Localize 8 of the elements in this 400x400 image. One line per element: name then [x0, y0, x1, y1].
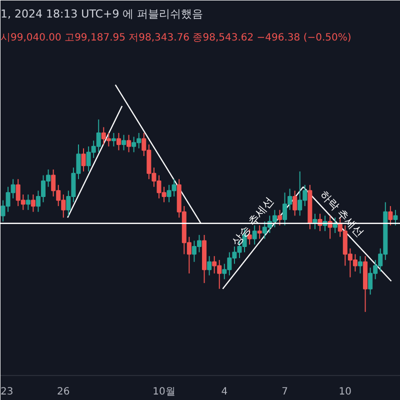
chart-subtitle: 시99,040.00 고99,187.95 저98,343.76 종98,543.62 −496.38 (−0.50%) — [0, 32, 352, 44]
x-tick-label: 4 — [221, 386, 228, 398]
x-tick-label: 7 — [282, 386, 288, 398]
x-tick-label: 10 — [338, 386, 352, 398]
x-tick-label: 23 — [0, 386, 14, 398]
x-tick-label: 26 — [57, 386, 70, 398]
chart-title: 1, 2024 18:13 UTC+9 에 퍼블리쉬했음 — [0, 8, 204, 20]
x-tick-label: 10월 — [152, 386, 176, 398]
